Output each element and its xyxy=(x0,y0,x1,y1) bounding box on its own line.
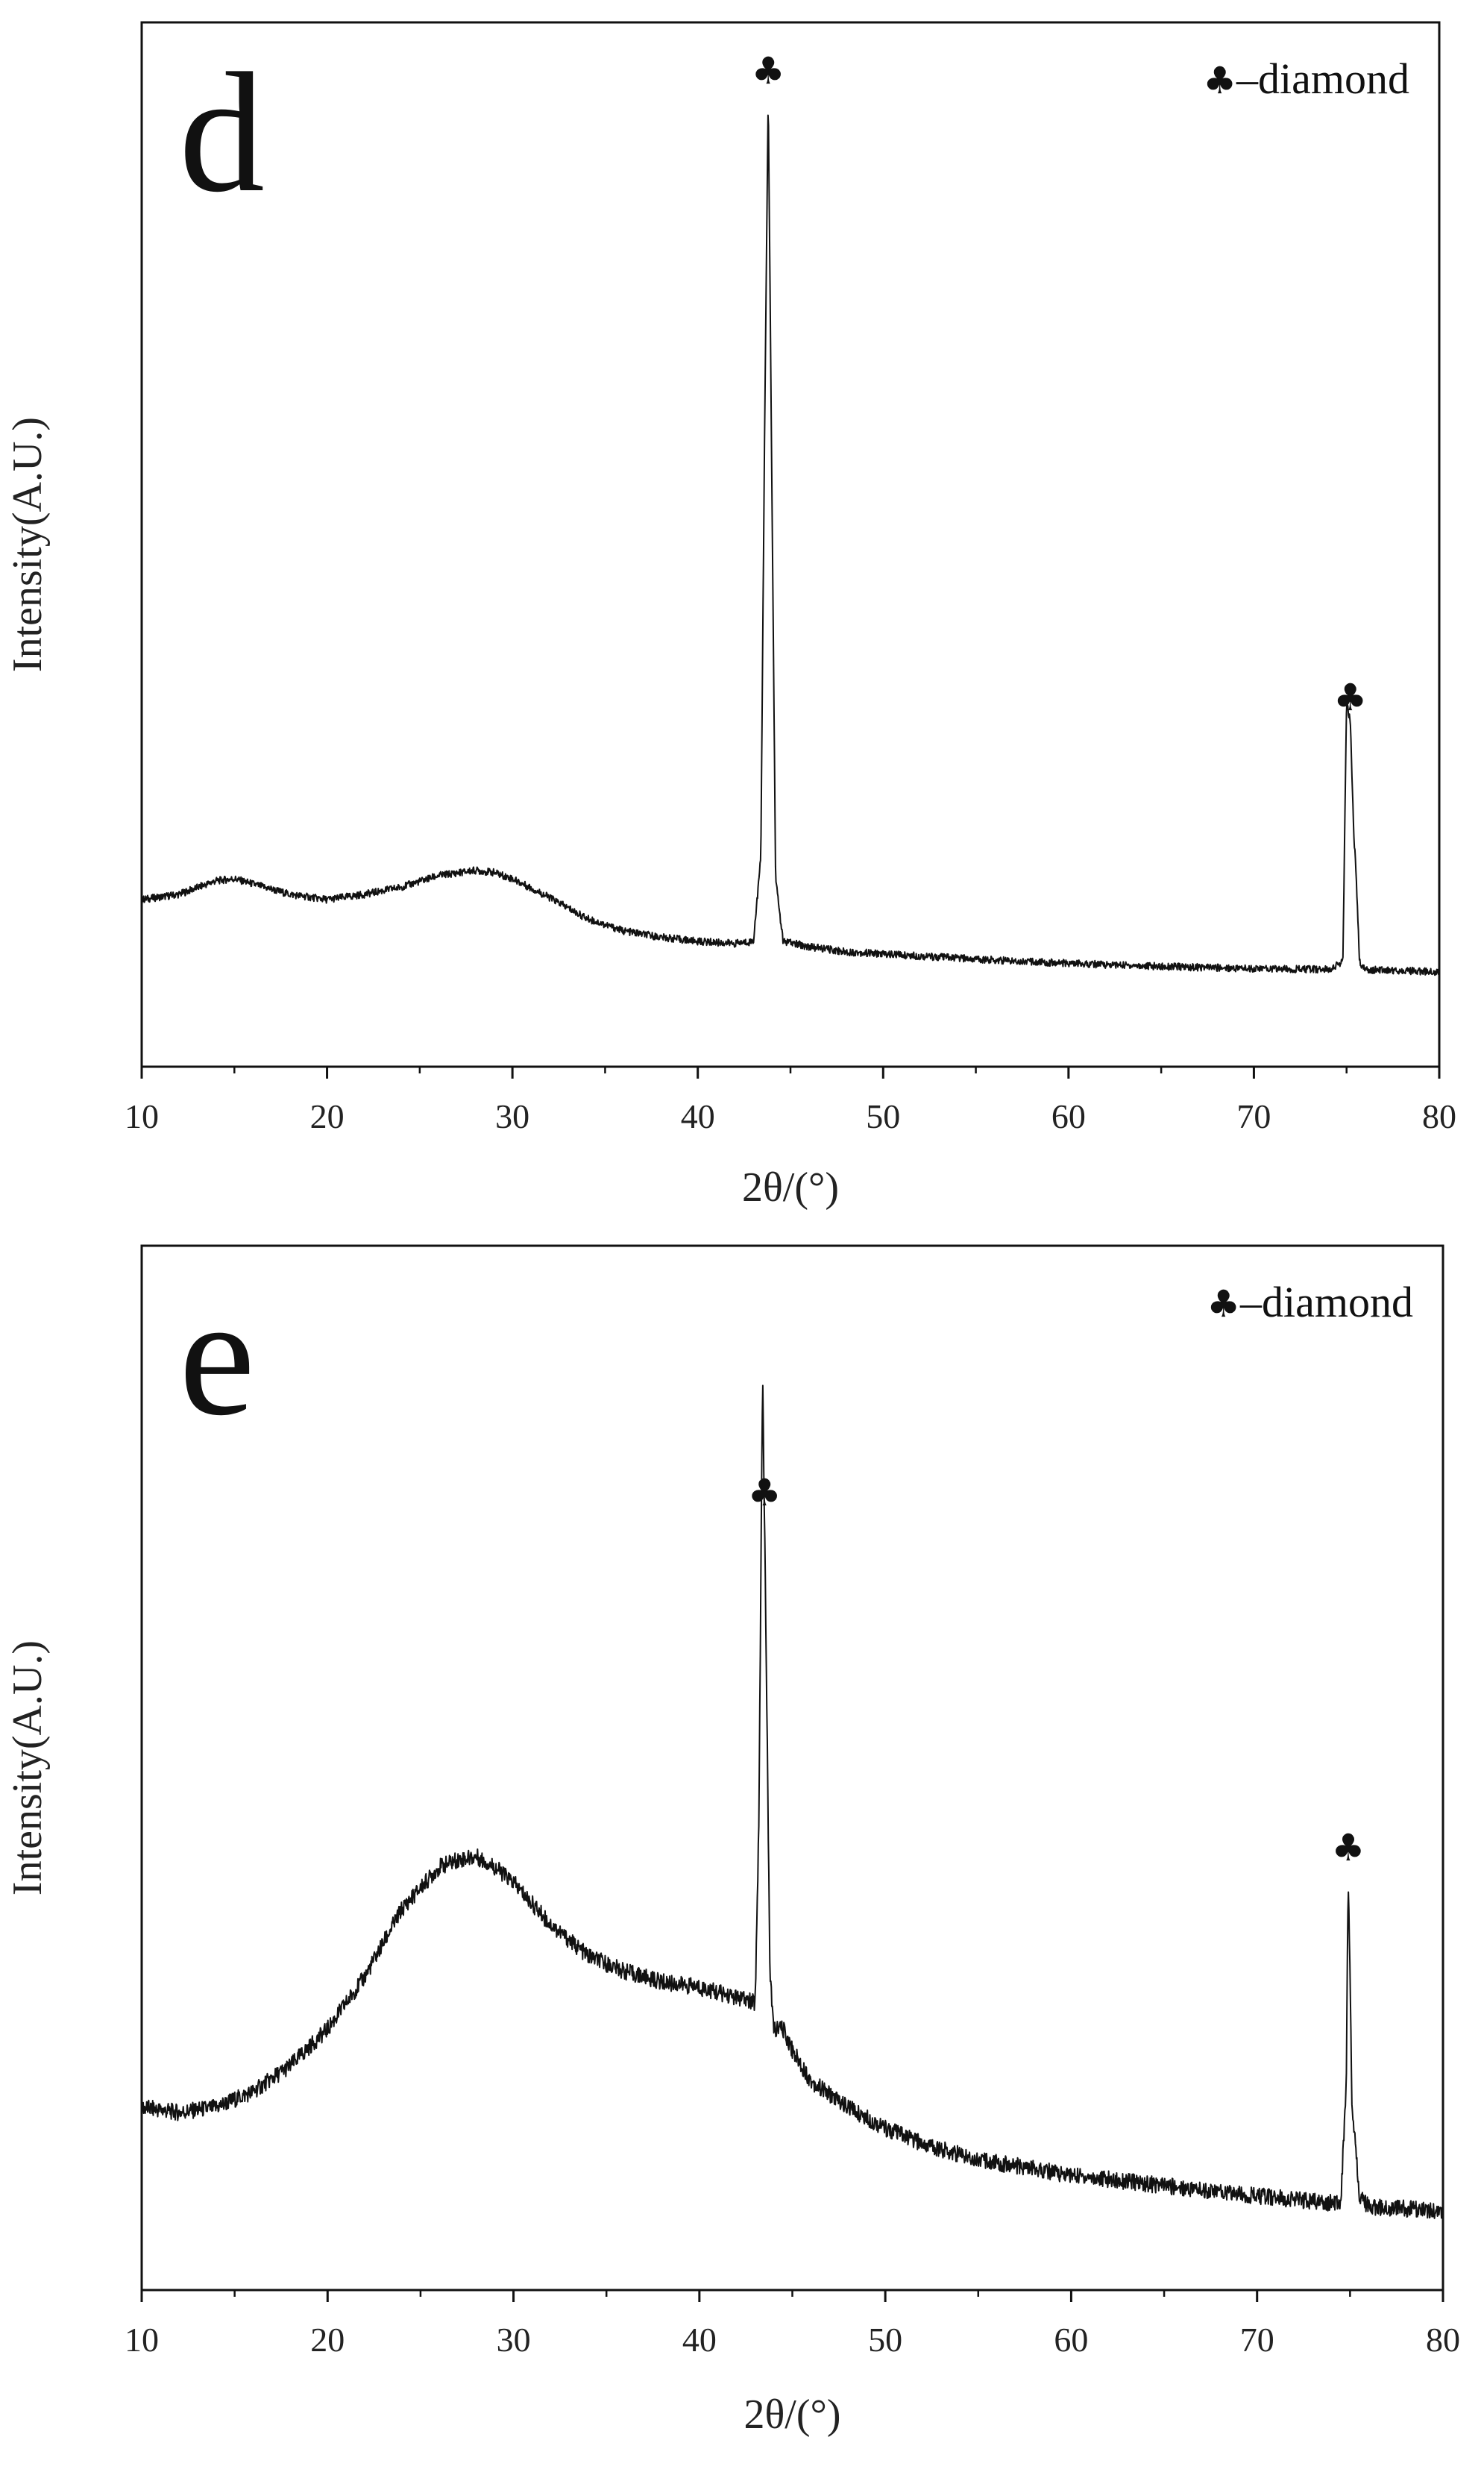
x-tick-label: 10 xyxy=(125,1097,159,1135)
x-tick-label: 60 xyxy=(1054,2321,1088,2359)
x-tick-label: 70 xyxy=(1240,2321,1274,2359)
panel-label: d xyxy=(179,37,265,228)
plot-frame-e xyxy=(140,1244,1444,2292)
panel-label: e xyxy=(179,1261,255,1451)
x-tick-label: 70 xyxy=(1236,1097,1271,1135)
x-tick-label: 60 xyxy=(1051,1097,1086,1135)
x-tick-label: 10 xyxy=(125,2321,159,2359)
legend-entry: ♣–diamond xyxy=(1207,1278,1413,1326)
club-icon: ♣ xyxy=(1203,59,1236,102)
x-tick-label: 80 xyxy=(1422,1097,1456,1135)
x-tick-label: 40 xyxy=(681,1097,715,1135)
legend-entry: ♣–diamond xyxy=(1203,54,1409,103)
x-tick-label: 20 xyxy=(310,1097,345,1135)
club-icon: ♣ xyxy=(1207,1282,1240,1326)
x-tick-label: 50 xyxy=(866,1097,900,1135)
series-line-e xyxy=(141,1384,1444,2219)
x-tick-label: 50 xyxy=(868,2321,902,2359)
y-axis-title: Intensity(A.U.) xyxy=(4,1640,51,1895)
plot-frame-d xyxy=(140,21,1441,1068)
peak-marker-2: ♣ xyxy=(1333,676,1367,719)
peak-marker-1: ♣ xyxy=(748,1471,782,1514)
y-axis-title: Intensity(A.U.) xyxy=(4,417,51,672)
x-axis-title: 2θ/(°) xyxy=(742,1164,839,1211)
x-axis-title: 2θ/(°) xyxy=(743,2392,840,2438)
peak-marker-1: ♣ xyxy=(752,49,785,92)
x-tick-label: 30 xyxy=(495,1097,529,1135)
legend-label: –diamond xyxy=(1239,1278,1413,1326)
x-tick-label: 30 xyxy=(497,2321,531,2359)
series-line-d xyxy=(141,114,1440,976)
legend-label: –diamond xyxy=(1236,54,1409,103)
x-tick-label: 20 xyxy=(310,2321,345,2359)
x-tick-label: 40 xyxy=(682,2321,717,2359)
x-tick-label: 80 xyxy=(1426,2321,1460,2359)
peak-marker-2: ♣ xyxy=(1331,1826,1365,1869)
